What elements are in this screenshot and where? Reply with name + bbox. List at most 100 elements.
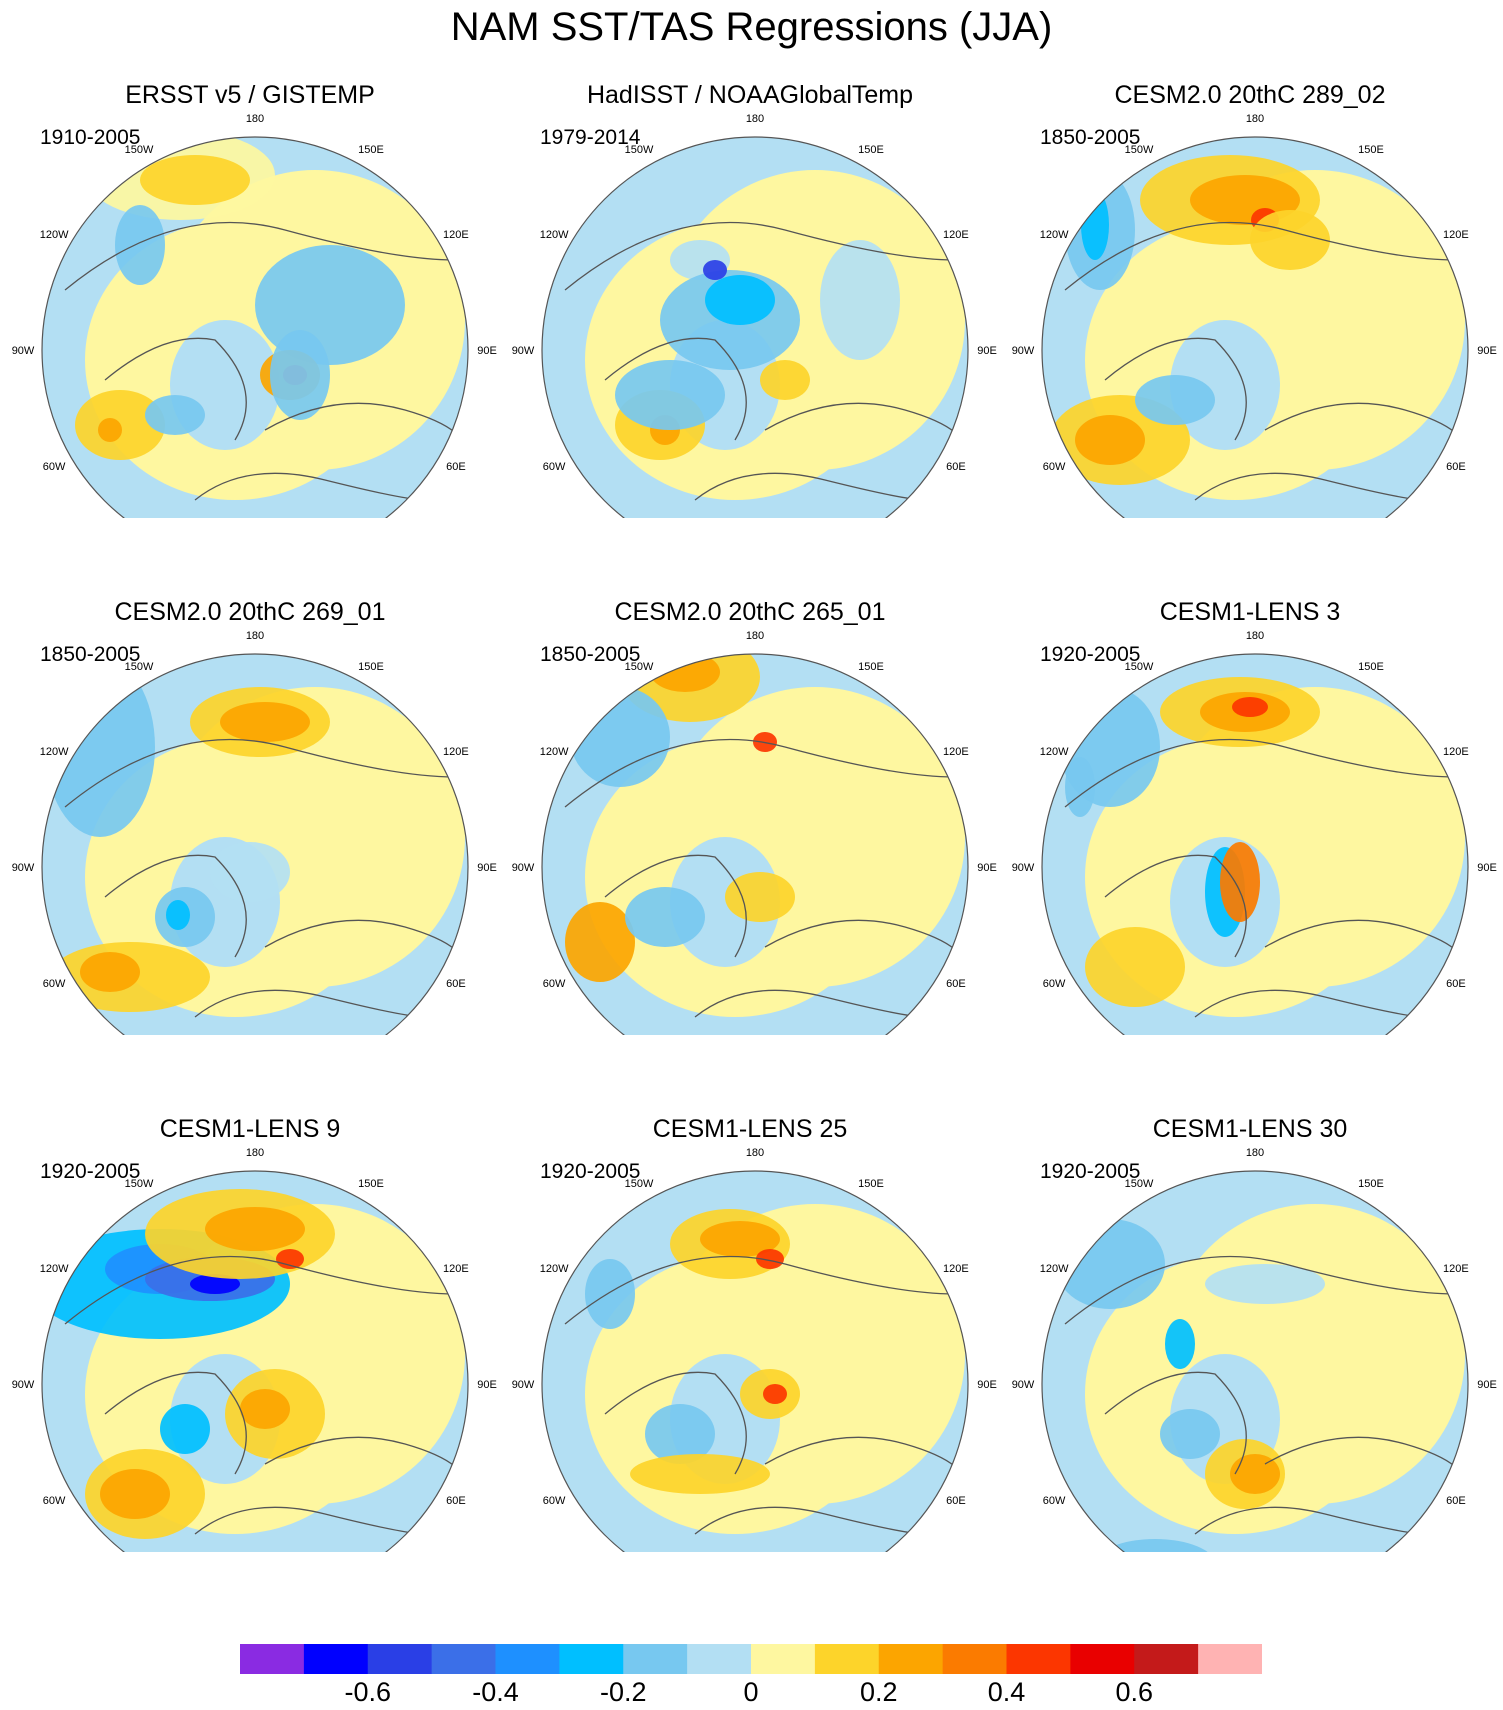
longitude-label: 180 <box>1246 1147 1264 1159</box>
panel-title: CESM1-LENS 3 <box>1159 598 1341 626</box>
polar-map: 180150E120E90E60E30E030W60W90W120W150W <box>12 1147 497 1552</box>
longitude-label: 90W <box>12 1379 35 1391</box>
longitude-label: 90W <box>1012 862 1035 874</box>
longitude-label: 90E <box>1477 1379 1497 1391</box>
anomaly-region <box>1135 375 1215 425</box>
anomaly-region <box>725 872 795 922</box>
anomaly-region <box>705 275 775 325</box>
longitude-label: 120W <box>1040 746 1069 758</box>
anomaly-region <box>645 1404 715 1464</box>
longitude-label: 150W <box>125 1178 154 1190</box>
longitude-label: 150W <box>125 144 154 156</box>
map-border <box>1041 136 1469 518</box>
coastline <box>1104 1371 1247 1475</box>
map-border <box>541 136 969 518</box>
panel-period: 1850-2005 <box>1040 126 1141 149</box>
longitude-label: 90E <box>1477 862 1497 874</box>
coastline <box>564 221 956 291</box>
coastline <box>1104 854 1247 958</box>
anomaly-region <box>98 418 122 442</box>
panel-title: CESM2.0 20thC 289_02 <box>1114 81 1386 109</box>
anomaly-region <box>1250 210 1330 270</box>
colorbar-swatch <box>1070 1644 1135 1674</box>
panel-period: 1920-2005 <box>40 1160 141 1183</box>
longitude-label: 150E <box>858 1178 884 1190</box>
longitude-label: 60W <box>43 461 66 473</box>
anomaly-region <box>166 900 190 930</box>
longitude-label: 60E <box>946 978 966 990</box>
colorbar-swatch <box>367 1644 433 1674</box>
map-border <box>1041 653 1469 1035</box>
coastline <box>604 337 747 441</box>
longitude-label: 90E <box>477 1379 497 1391</box>
anomaly-region <box>140 155 250 205</box>
longitude-label: 90W <box>1012 345 1035 357</box>
panel-period: 1920-2005 <box>540 1160 641 1183</box>
panel-title: ERSST v5 / GISTEMP <box>125 81 375 109</box>
longitude-label: 120W <box>40 229 69 241</box>
map-panel: 180150E120E90E60E30E030W60W90W120W150WCE… <box>0 517 500 1035</box>
anomaly-region <box>100 1469 170 1519</box>
panel-title: HadISST / NOAAGlobalTemp <box>586 81 914 109</box>
longitude-label: 120W <box>540 746 569 758</box>
anomaly-region <box>1220 842 1260 922</box>
panel-title: CESM2.0 20thC 269_01 <box>114 598 386 626</box>
colorbar-swatch <box>559 1644 624 1674</box>
colorbar-tick-label: 0 <box>743 1677 759 1707</box>
longitude-label: 60W <box>1043 978 1066 990</box>
longitude-label: 90W <box>1012 1379 1035 1391</box>
anomaly-region <box>115 205 165 285</box>
panel-period: 1920-2005 <box>1040 1160 1141 1183</box>
anomaly-region <box>240 1389 290 1429</box>
longitude-label: 90E <box>977 345 997 357</box>
longitude-label: 120W <box>40 1263 69 1275</box>
longitude-label: 180 <box>1246 113 1264 125</box>
panel-title: CESM1-LENS 30 <box>1152 1115 1348 1143</box>
colorbar-tick-label: 0.2 <box>860 1677 898 1707</box>
anomaly-region <box>210 842 290 902</box>
panel-title: CESM2.0 20thC 265_01 <box>614 598 886 626</box>
longitude-label: 180 <box>246 630 264 642</box>
longitude-label: 90E <box>477 345 497 357</box>
colorbar-swatch <box>751 1644 816 1674</box>
longitude-label: 60W <box>543 978 566 990</box>
anomaly-region <box>270 330 330 420</box>
longitude-label: 150E <box>358 144 384 156</box>
longitude-label: 180 <box>246 1147 264 1159</box>
longitude-label: 60E <box>1446 461 1466 473</box>
map-panel: 180150E120E90E60E30E030W60W90W120W150WCE… <box>1000 1034 1500 1552</box>
colorbar-tick-labels: -0.6 -0.4 -0.2 0 0.2 0.4 0.6 <box>240 1676 1262 1710</box>
colorbar-tick-label: -0.2 <box>600 1677 647 1707</box>
panel-period: 1910-2005 <box>40 126 141 149</box>
colorbar-swatch <box>495 1644 560 1674</box>
longitude-label: 90W <box>512 345 535 357</box>
map-panel: 180150E120E90E60E30E030W60W90W120W150WCE… <box>0 1034 500 1552</box>
longitude-label: 60E <box>446 1495 466 1507</box>
longitude-label: 150E <box>358 661 384 673</box>
map-border <box>541 653 969 1035</box>
anomaly-region <box>1065 757 1095 817</box>
anomaly-region <box>1160 1409 1220 1459</box>
anomaly-region <box>820 240 900 360</box>
anomaly-region <box>700 1221 780 1257</box>
longitude-label: 60E <box>446 978 466 990</box>
polar-map: 180150E120E90E60E30E030W60W90W120W150W <box>512 630 997 1035</box>
polar-map: 180150E120E90E60E30E030W60W90W120W150W <box>1012 113 1497 518</box>
longitude-label: 150E <box>1358 144 1384 156</box>
longitude-label: 150E <box>1358 1178 1384 1190</box>
panel-period: 1920-2005 <box>1040 643 1141 666</box>
longitude-label: 60E <box>446 461 466 473</box>
anomaly-region <box>703 260 727 280</box>
anomaly-region <box>615 360 725 430</box>
anomaly-region <box>1165 1319 1195 1369</box>
colorbar <box>240 1644 1262 1674</box>
longitude-label: 120E <box>1443 229 1469 241</box>
anomaly-region <box>190 1274 240 1294</box>
longitude-label: 90W <box>512 862 535 874</box>
longitude-label: 90W <box>12 862 35 874</box>
coastline <box>194 1506 426 1535</box>
polar-map: 180150E120E90E60E30E030W60W90W120W150W <box>1012 1147 1497 1552</box>
longitude-label: 120E <box>943 1263 969 1275</box>
colorbar-swatch <box>1006 1644 1071 1674</box>
longitude-label: 120W <box>40 746 69 758</box>
